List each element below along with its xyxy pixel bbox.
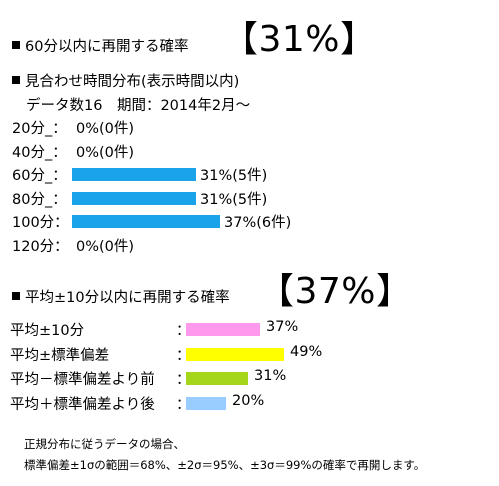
dist-value-label: 37%(6件) [224,215,292,232]
section2-heading: 見合わせ時間分布(表示時間以内) [12,70,239,91]
dist-category-label: 60分_： [12,168,67,185]
section3-heading: 平均±10分以内に再開する確率 [12,286,230,307]
deviation-category-label: 平均±10分 [10,323,85,339]
dist-value-label: 31%(5件) [200,191,268,208]
deviation-value-label: 20% [232,392,265,409]
footnote-line1: 正規分布に従うデータの場合、 [24,437,185,451]
square-bullet-icon [12,292,20,300]
square-bullet-icon [12,41,20,49]
deviation-category-label: 平均＋標準偏差より後 [10,396,155,413]
dist-category-label: 120分： [12,239,69,255]
dist-category-label: 20分_： [12,121,67,137]
deviation-value-label: 37% [266,319,299,335]
dist-category-label: 80分_： [12,191,67,208]
dist-value-label: 0%(0件) [76,144,135,161]
dist-value-label: 0%(0件) [76,239,135,255]
deviation-bar [186,396,226,410]
dist-bar [72,168,196,182]
dist-bar [72,191,196,205]
section3-big-value: 【37%】 [258,271,413,312]
dist-category-label: 40分_： [12,144,67,161]
deviation-value-label: 49% [290,343,323,360]
deviation-value-label: 31% [254,368,287,384]
dist-value-label: 31%(5件) [200,168,268,185]
deviation-bar [186,347,284,361]
data-info: データ数16 期間：2014年2月～ [26,98,251,114]
dist-bar [72,215,220,229]
deviation-category-label: 平均±標準偏差 [10,347,110,364]
section1-heading: 60分以内に再開する確率 [12,35,188,56]
footnote-line2: 標準偏差±1σの範囲＝68%、±2σ＝95%、±3σ＝99%の確率で再開します。 [24,458,426,472]
deviation-bar [186,323,260,336]
square-bullet-icon [12,76,20,84]
deviation-bar [186,372,248,385]
section1-big-value: 【31%】 [222,19,377,60]
dist-value-label: 0%(0件) [76,121,135,137]
dist-category-label: 100分： [12,215,69,232]
deviation-category-label: 平均－標準偏差より前 [10,372,155,388]
